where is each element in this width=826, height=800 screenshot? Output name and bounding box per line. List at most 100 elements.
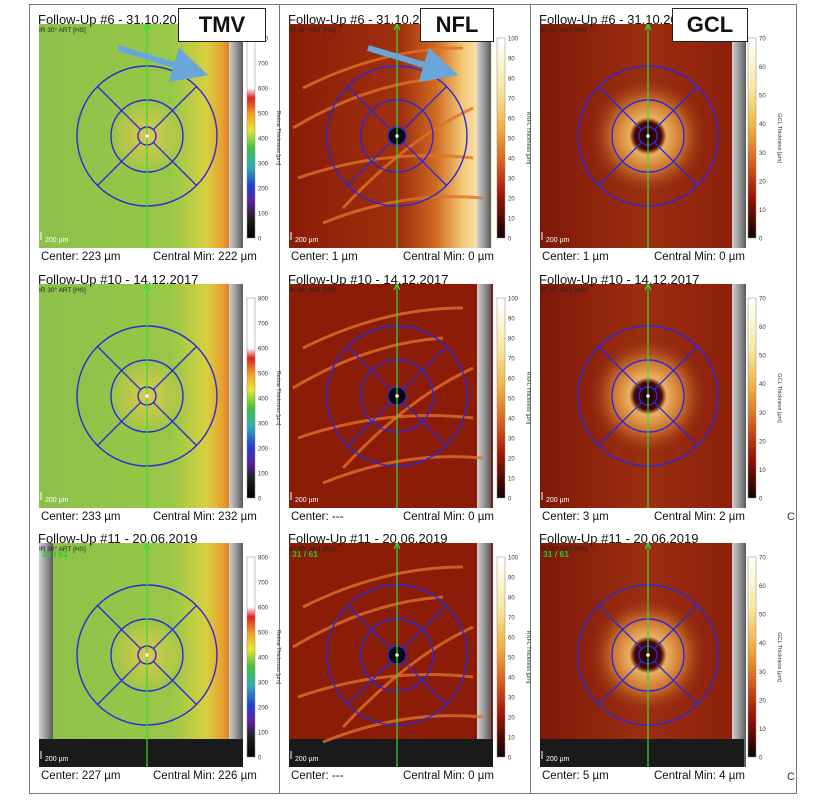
scan-direction-icon bbox=[393, 22, 401, 31]
center-thickness: Center: 223 µm bbox=[41, 251, 121, 263]
fovea-marker bbox=[145, 134, 149, 138]
etdrs-sector-line bbox=[121, 660, 142, 681]
etdrs-sector-line bbox=[422, 346, 447, 371]
etdrs-sector-line bbox=[347, 605, 372, 630]
etdrs-sector-line bbox=[622, 141, 643, 162]
etdrs-sector-line bbox=[347, 346, 372, 371]
colorbar-tick-label: 0 bbox=[759, 237, 763, 243]
etdrs-sector-line bbox=[371, 660, 392, 681]
etdrs-sector-line bbox=[673, 346, 698, 371]
etdrs-sector-line bbox=[371, 370, 392, 391]
panel-title: Follow-Up #10 - 14.12.2017 bbox=[288, 272, 449, 287]
colorbar-tick-label: 10 bbox=[759, 468, 766, 474]
etdrs-sector-line bbox=[422, 161, 447, 186]
etdrs-sector-line bbox=[97, 86, 122, 111]
colorbar-tick-label: 90 bbox=[508, 317, 515, 323]
etdrs-sector-line bbox=[598, 605, 623, 630]
vessel-trace bbox=[322, 195, 484, 225]
colorbar-tick-label: 0 bbox=[508, 497, 512, 503]
etdrs-sector-line bbox=[371, 141, 392, 162]
fundus-strip bbox=[477, 284, 491, 508]
scan-panel: 100 90 80 70 60 50 40 30 20 10 0 RNFL Thickness [µm… bbox=[283, 268, 531, 528]
colorbar bbox=[747, 297, 757, 499]
center-thickness: Center: 227 µm bbox=[41, 770, 121, 782]
panel-subtitle: IR 30° ART [HS] bbox=[540, 546, 587, 553]
colorbar bbox=[246, 556, 256, 758]
scale-label: 200 µm bbox=[45, 237, 69, 244]
column-divider bbox=[530, 4, 531, 794]
etdrs-sector-line bbox=[121, 141, 142, 162]
colorbar-tick-label: 70 bbox=[508, 97, 515, 103]
etdrs-sector-line bbox=[402, 141, 423, 162]
etdrs-sector-line bbox=[402, 629, 423, 650]
colorbar-tick-label: 60 bbox=[508, 117, 515, 123]
etdrs-sector-line bbox=[97, 161, 122, 186]
etdrs-sector-line bbox=[371, 401, 392, 422]
fovea-marker bbox=[145, 394, 149, 398]
colorbar-tick-label: 500 bbox=[258, 631, 269, 637]
etdrs-sector-line bbox=[653, 370, 674, 391]
colorbar-tick-label: 0 bbox=[508, 756, 512, 762]
colorbar-tick-label: 200 bbox=[258, 187, 269, 193]
colorbar-tick-label: 20 bbox=[508, 197, 515, 203]
panel-subtitle: IR 30° ART [HS] bbox=[39, 287, 86, 294]
colorbar-tick-label: 70 bbox=[759, 37, 766, 43]
etdrs-sector-line bbox=[347, 421, 372, 446]
vessel-trace bbox=[341, 106, 474, 210]
etdrs-sector-line bbox=[673, 605, 698, 630]
scan-direction-icon bbox=[644, 22, 652, 31]
etdrs-sector-line bbox=[422, 605, 447, 630]
central-min-thickness: Central Min: 222 µm bbox=[153, 251, 257, 263]
scan-panel: 100 90 80 70 60 50 40 30 20 10 0 RNFL Thickness [µm… bbox=[283, 8, 531, 268]
etdrs-sector-line bbox=[598, 346, 623, 371]
etdrs-sector-line bbox=[422, 421, 447, 446]
fovea-marker bbox=[395, 394, 399, 398]
colorbar bbox=[246, 37, 256, 239]
colorbar-tick-label: 60 bbox=[508, 377, 515, 383]
scan-direction-icon bbox=[393, 541, 401, 550]
vessel-trace bbox=[292, 595, 444, 649]
colorbar-title: Retina Thickness [µm] bbox=[275, 371, 281, 426]
fundus-strip bbox=[732, 543, 746, 767]
panel-title: Follow-Up #6 - 31.10.2017 bbox=[539, 12, 693, 27]
etdrs-sector-line bbox=[598, 161, 623, 186]
colorbar-tick-label: 300 bbox=[258, 422, 269, 428]
frame-counter: 31 / 61 bbox=[543, 549, 569, 559]
colorbar-tick-label: 100 bbox=[508, 297, 519, 303]
scan-direction-icon bbox=[143, 22, 151, 31]
colorbar-tick-label: 300 bbox=[258, 681, 269, 687]
etdrs-sector-line bbox=[97, 346, 122, 371]
central-min-thickness: Central Min: 4 µm bbox=[654, 770, 745, 782]
colorbar-title: Retina Thickness [µm] bbox=[275, 630, 281, 685]
scan-image: 70 60 50 40 30 20 10 0 GCL Thickness [µm] 200 µm 3… bbox=[540, 541, 782, 767]
colorbar bbox=[496, 297, 506, 499]
etdrs-sector-line bbox=[402, 110, 423, 131]
colorbar-title: RNFL Thickness [µm] bbox=[525, 631, 531, 684]
colorbar-tick-label: 60 bbox=[508, 636, 515, 642]
vessel-trace bbox=[302, 565, 464, 609]
colorbar-tick-label: 40 bbox=[759, 641, 766, 647]
etdrs-sector-line bbox=[422, 86, 447, 111]
colorbar bbox=[496, 37, 506, 239]
stray-mark: C bbox=[787, 511, 795, 523]
colorbar-tick-label: 50 bbox=[508, 656, 515, 662]
scan-image: 70 60 50 40 30 20 10 0 GCL Thickness [µm] 200 µm bbox=[540, 22, 782, 248]
colorbar-tick-label: 600 bbox=[258, 347, 269, 353]
colorbar-tick-label: 70 bbox=[508, 616, 515, 622]
colorbar-tick-label: 100 bbox=[508, 556, 519, 562]
colorbar-tick-label: 20 bbox=[508, 716, 515, 722]
colorbar-tick-label: 50 bbox=[759, 94, 766, 100]
vessel-trace bbox=[322, 455, 484, 485]
etdrs-sector-line bbox=[653, 660, 674, 681]
colorbar-tick-label: 30 bbox=[508, 437, 515, 443]
colorbar-tick-label: 0 bbox=[258, 497, 262, 503]
etdrs-sector-line bbox=[347, 86, 372, 111]
etdrs-sector-line bbox=[598, 86, 623, 111]
colorbar-tick-label: 0 bbox=[258, 237, 262, 243]
colorbar-tick-label: 30 bbox=[759, 670, 766, 676]
colorbar-tick-label: 60 bbox=[759, 584, 766, 590]
central-min-thickness: Central Min: 226 µm bbox=[153, 770, 257, 782]
